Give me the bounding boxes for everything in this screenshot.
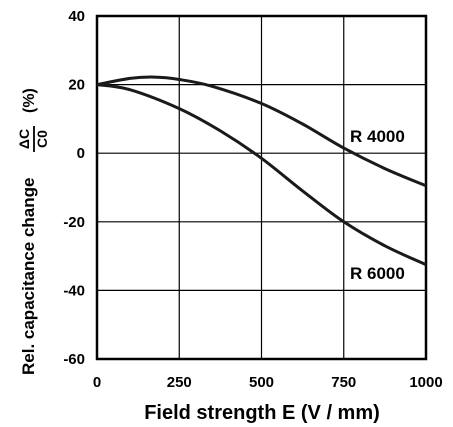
y-axis-unit: (%) xyxy=(21,88,38,113)
y-tick-label: -20 xyxy=(63,214,85,231)
y-tick-label: -40 xyxy=(63,282,85,299)
y-axis-fraction-numerator: ΔC xyxy=(16,129,32,149)
x-tick-label: 1000 xyxy=(409,374,442,391)
series-line-r-6000 xyxy=(96,83,427,267)
grid-lines xyxy=(97,16,426,359)
x-tick-label: 500 xyxy=(249,374,274,391)
series-line-r-4000 xyxy=(96,75,427,188)
series-labels: R 4000 R 6000 xyxy=(350,127,405,283)
x-tick-label: 0 xyxy=(93,374,101,391)
y-tick-label: -60 xyxy=(63,351,85,368)
series-label: R 6000 xyxy=(350,264,405,283)
x-tick-labels: 0 250 500 750 1000 xyxy=(93,374,443,391)
y-axis-title: Rel. capacitance change ΔC C0 (%) xyxy=(16,88,50,375)
y-tick-labels: 40 20 0 -20 -40 -60 xyxy=(63,8,85,368)
y-tick-label: 20 xyxy=(68,77,85,94)
data-curves xyxy=(96,75,427,267)
plot-frame xyxy=(95,14,428,361)
y-tick-label: 0 xyxy=(77,145,85,162)
x-axis-title: Field strength E (V / mm) xyxy=(144,402,380,424)
series-label: R 4000 xyxy=(350,127,405,146)
x-tick-label: 750 xyxy=(331,374,356,391)
x-tick-label: 250 xyxy=(167,374,192,391)
y-tick-label: 40 xyxy=(68,8,85,25)
y-axis-fraction-denominator: C0 xyxy=(34,130,50,148)
y-axis-title-text: Rel. capacitance change xyxy=(19,178,38,375)
